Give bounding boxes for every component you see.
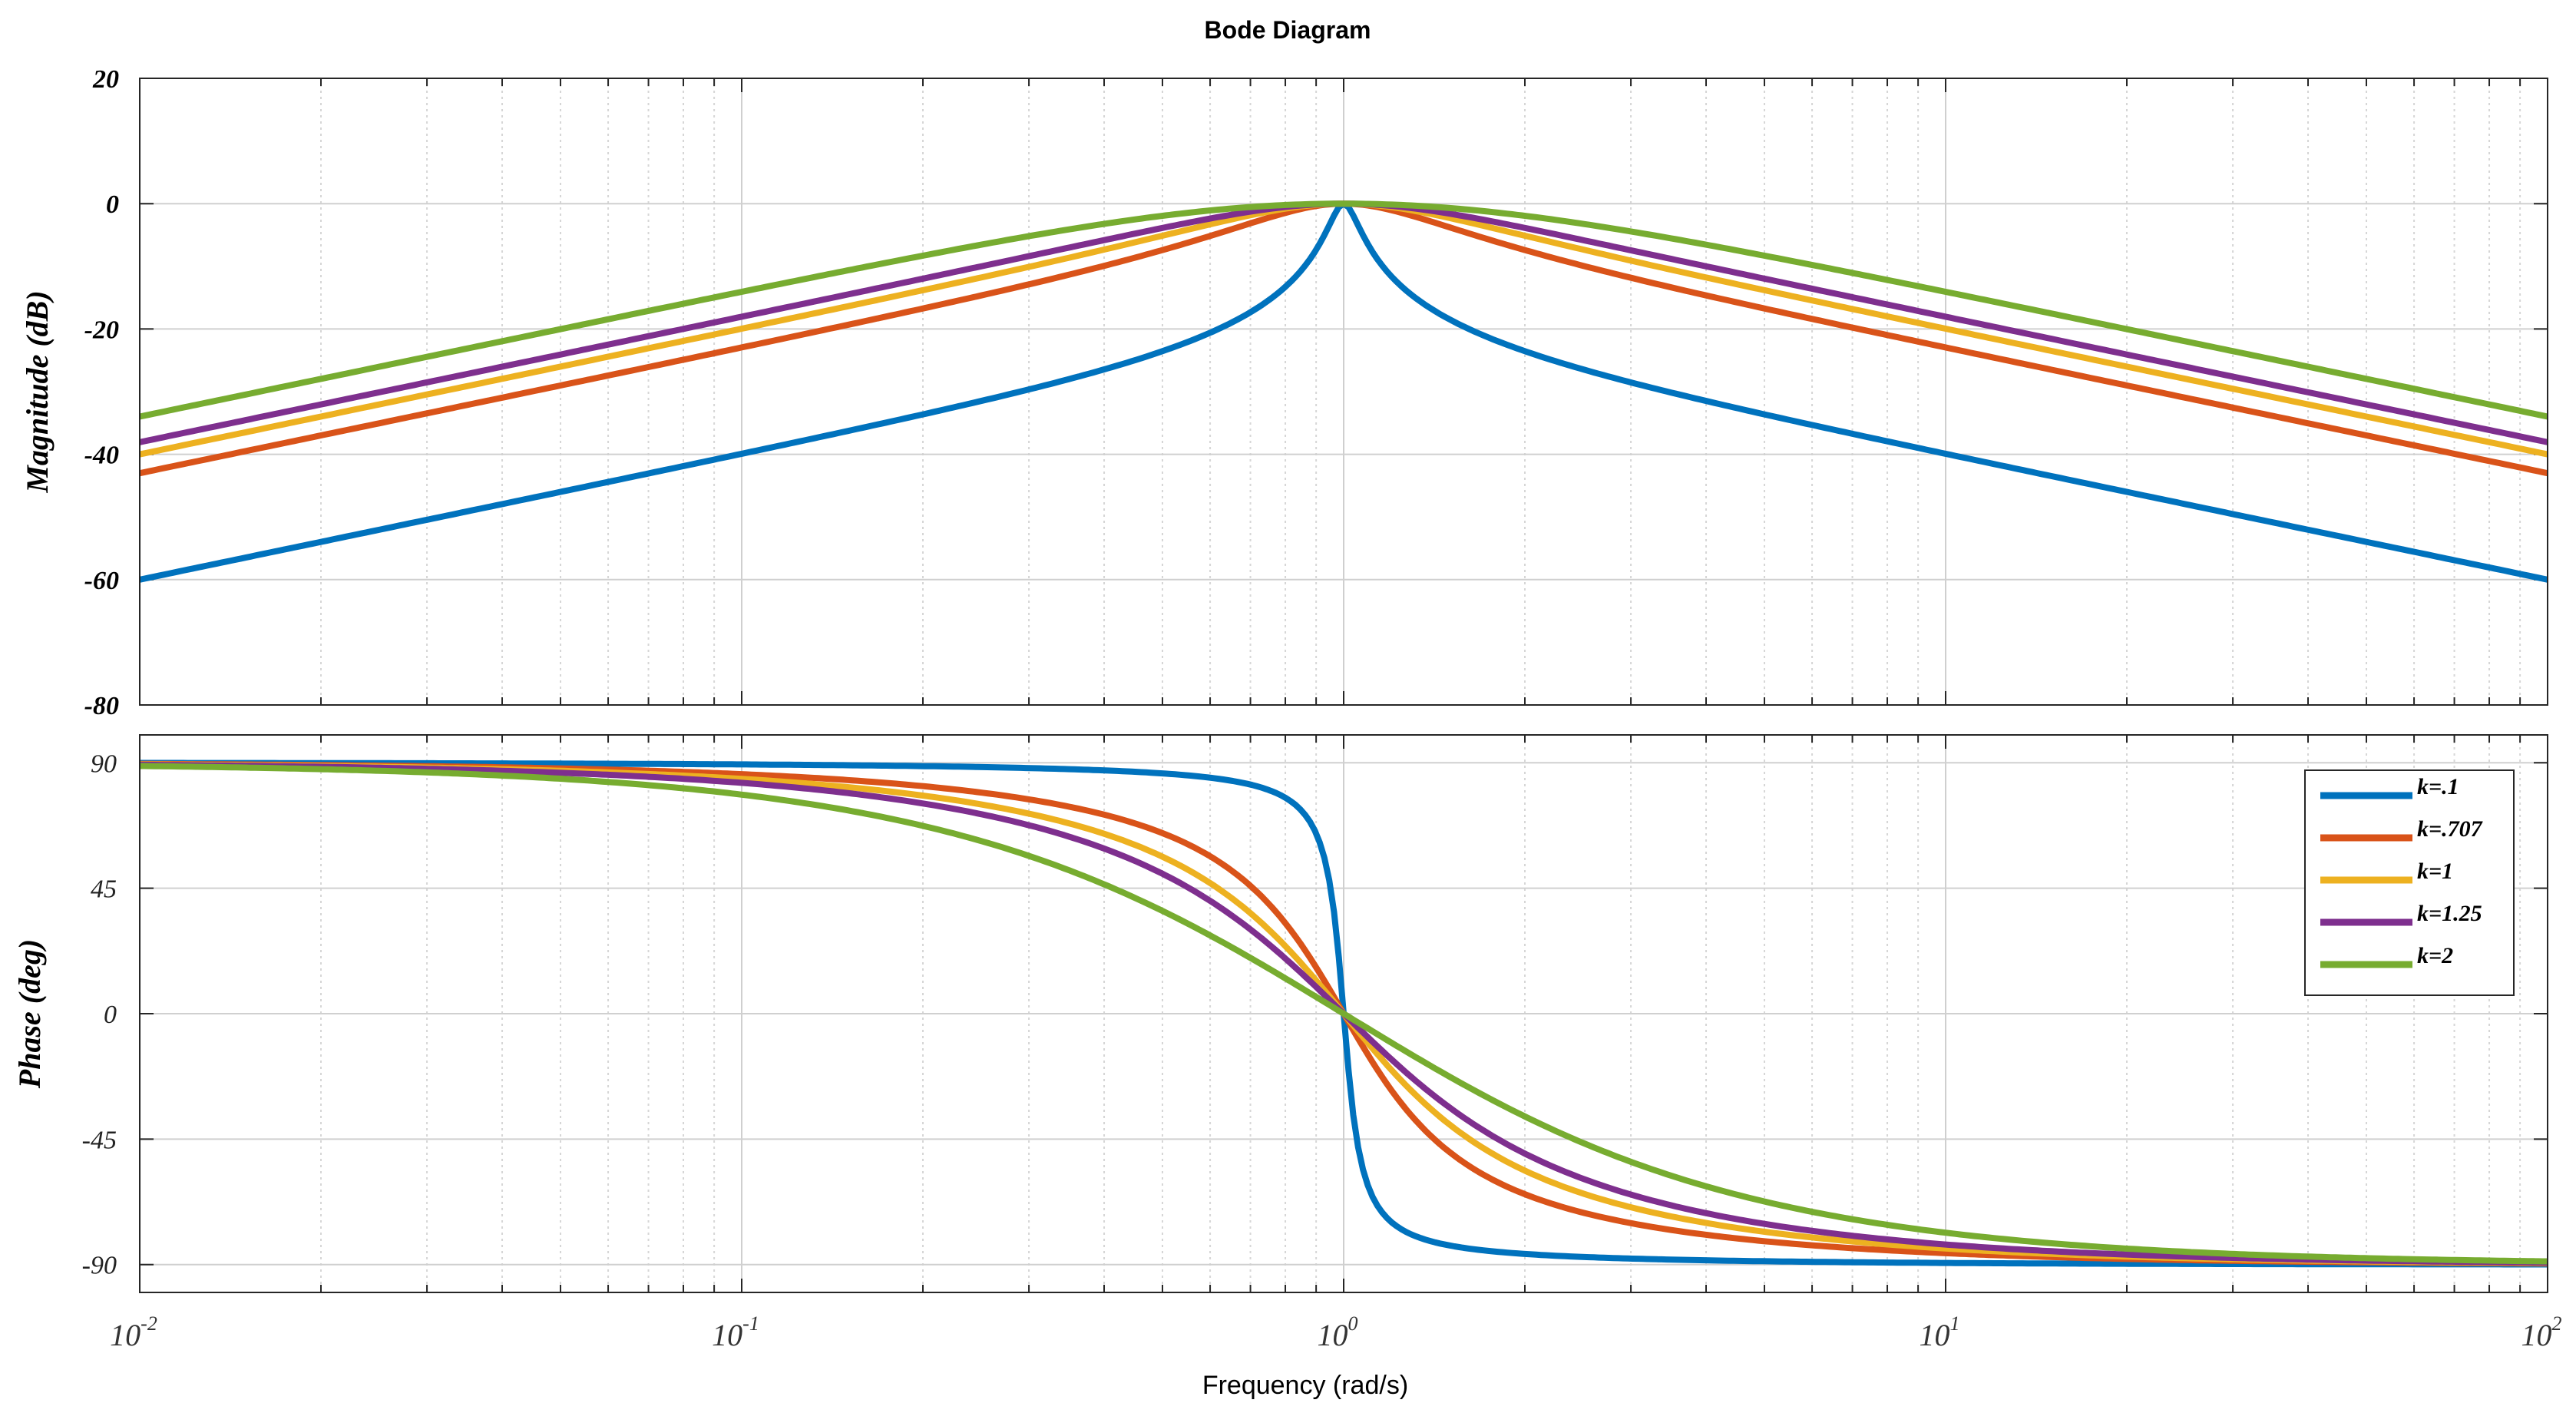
magnitude-tick-label: 0 xyxy=(106,190,119,219)
magnitude-tick-label: -80 xyxy=(84,692,119,720)
x-tick-base: 10 xyxy=(712,1318,742,1352)
magnitude-panel: 20 0 -20 -40 -60 -80 Magnitude (dB) xyxy=(20,65,2548,720)
magnitude-tick-label: -60 xyxy=(84,567,119,595)
x-tick-label: 10-2 xyxy=(110,1312,157,1352)
legend-label: k=1.25 xyxy=(2417,901,2482,926)
phase-curve-k-2 xyxy=(140,763,2548,1265)
phase-tick-label: -45 xyxy=(82,1126,117,1154)
x-ticks xyxy=(139,78,2521,705)
legend-label: k=.707 xyxy=(2417,816,2483,842)
legend-label: k=1 xyxy=(2417,859,2453,884)
phase-tick-label: 0 xyxy=(104,1001,117,1029)
x-tick-base: 10 xyxy=(2521,1318,2552,1352)
x-axis: 10-2 10-1 100 101 102 xyxy=(110,1312,2561,1352)
magnitude-tick-label: -20 xyxy=(84,316,119,344)
x-tick-base: 10 xyxy=(110,1318,141,1352)
phase-panel: 90 45 0 -45 -90 Phase (deg) xyxy=(12,734,2548,1293)
phase-curves xyxy=(140,759,2548,1268)
x-tick-exponent: 1 xyxy=(1950,1312,1960,1335)
x-tick-label: 101 xyxy=(1920,1312,1960,1352)
phase-tick-label: -90 xyxy=(82,1252,117,1280)
x-tick-label: 102 xyxy=(2521,1312,2562,1352)
legend-label: k=.1 xyxy=(2417,774,2459,799)
axes-frame xyxy=(139,734,2548,1293)
chart-title: Bode Diagram xyxy=(1205,16,1371,44)
phase-axis-label: Phase (deg) xyxy=(12,939,47,1089)
legend-label: k=2 xyxy=(2417,943,2453,968)
x-tick-label: 10-1 xyxy=(712,1312,759,1352)
phase-tick-label: 45 xyxy=(91,875,117,904)
x-axis-label: Frequency (rad/s) xyxy=(1202,1371,1408,1400)
x-tick-exponent: -2 xyxy=(141,1312,157,1335)
x-tick-exponent: 2 xyxy=(2552,1312,2562,1335)
axes-frame xyxy=(139,78,2548,706)
magnitude-tick-label: 20 xyxy=(92,65,119,94)
x-tick-exponent: 0 xyxy=(1348,1312,1358,1335)
magnitude-tick-label: -40 xyxy=(84,442,119,470)
x-ticks xyxy=(139,735,2521,1292)
magnitude-axis-label: Magnitude (dB) xyxy=(20,290,55,493)
phase-tick-label: 90 xyxy=(91,750,117,778)
magnitude-curve-k-2 xyxy=(139,200,2548,420)
legend: k=.1 k=.707 k=1 k=1.25 k=2 xyxy=(2304,769,2515,996)
x-tick-exponent: -1 xyxy=(742,1312,759,1335)
x-tick-base: 10 xyxy=(1920,1318,1950,1352)
grid xyxy=(320,78,2521,705)
x-tick-base: 10 xyxy=(1318,1318,1348,1352)
x-tick-label: 100 xyxy=(1318,1312,1358,1352)
magnitude-curves xyxy=(139,200,2548,583)
